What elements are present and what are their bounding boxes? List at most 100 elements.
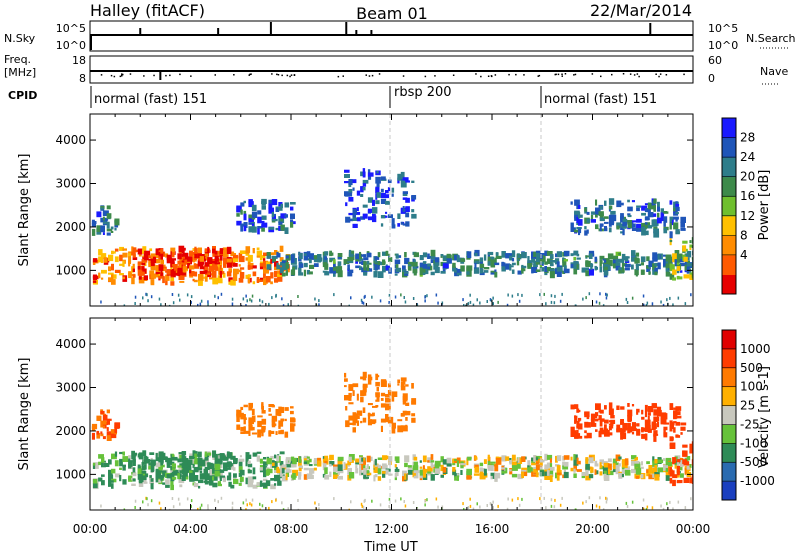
velocity-echo-cell <box>627 403 630 407</box>
velocity-echo-cell <box>594 460 598 466</box>
power-echo-cell <box>199 256 204 262</box>
power-echo-cell <box>574 229 580 233</box>
power-echo-cell <box>207 246 210 254</box>
power-clutter-cell <box>561 292 563 296</box>
power-echo-cell <box>193 263 199 269</box>
power-echo-cell <box>419 268 425 276</box>
velocity-echo-cell <box>412 465 419 472</box>
nave-dot <box>122 73 124 76</box>
power-echo-cell <box>585 260 589 266</box>
velocity-echo-cell <box>266 468 273 474</box>
velocity-echo-cell <box>430 460 435 463</box>
power-echo-cell <box>452 262 456 268</box>
power-echo-cell <box>259 263 264 267</box>
velocity-echo-cell <box>501 455 507 462</box>
x-tick-label: 00:00 <box>73 522 108 536</box>
velocity-echo-cell <box>362 376 367 381</box>
power-clutter-cell <box>550 300 553 304</box>
velocity-echo-cell <box>621 460 628 468</box>
power-echo-cell <box>261 227 265 232</box>
velocity-clutter-cell <box>585 500 587 504</box>
power-echo-cell <box>533 260 538 267</box>
power-echo-cell <box>150 256 153 259</box>
power-echo-cell <box>641 222 646 227</box>
velocity-echo-cell <box>361 472 365 475</box>
velocity-echo-cell <box>278 409 282 417</box>
velocity-clutter-cell <box>416 507 419 510</box>
velocity-echo-cell <box>644 411 648 418</box>
velocity-clutter-cell <box>550 498 553 502</box>
velocity-echo-cell <box>641 409 644 415</box>
power-clutter-cell <box>539 293 541 297</box>
velocity-echo-cell <box>595 413 598 419</box>
power-echo-cell <box>689 240 692 244</box>
velocity-echo-cell <box>285 473 288 481</box>
power-clutter-cell <box>416 303 419 306</box>
power-echo-cell <box>333 266 339 273</box>
velocity-echo-cell <box>344 378 348 382</box>
power-echo-cell <box>248 201 254 208</box>
power-echo-cell <box>604 227 608 232</box>
power-echo-cell <box>281 272 286 277</box>
power-echo-cell <box>494 262 500 266</box>
power-clutter-cell <box>672 303 674 306</box>
velocity-clutter-cell <box>245 498 247 502</box>
power-echo-cell <box>270 281 273 285</box>
power-echo-cell <box>337 270 343 278</box>
velocity-echo-cell <box>366 470 370 474</box>
power-echo-cell <box>574 210 580 215</box>
power-echo-cell <box>574 211 579 219</box>
power-echo-cell <box>182 264 186 268</box>
power-echo-cell <box>636 205 642 208</box>
power-echo-cell <box>641 229 646 236</box>
velocity-echo-cell <box>595 403 601 410</box>
velocity-echo-cell <box>92 479 98 484</box>
power-echo-cell <box>511 250 516 258</box>
velocity-echo-cell <box>675 415 682 419</box>
power-echo-cell <box>377 252 381 258</box>
power-echo-cell <box>653 226 658 231</box>
power-echo-cell <box>691 257 693 260</box>
velocity-echo-cell <box>187 466 192 473</box>
power-echo-cell <box>142 246 147 253</box>
velocity-echo-cell <box>608 432 613 436</box>
velocity-echo-cell <box>162 470 167 477</box>
velocity-echo-cell <box>380 392 386 397</box>
power-clutter-cell <box>275 294 277 298</box>
power-echo-cell <box>618 252 621 256</box>
nave-dot <box>290 74 293 76</box>
power-echo-cell <box>363 254 367 258</box>
power-echo-cell <box>238 264 241 267</box>
velocity-echo-cell <box>251 432 257 435</box>
velocity-clutter-cell <box>134 506 136 509</box>
power-echo-cell <box>194 252 201 259</box>
power-echo-cell <box>474 262 477 269</box>
power-echo-cell <box>578 231 581 236</box>
velocity-clutter-cell <box>261 504 264 508</box>
nave-dot <box>629 73 632 75</box>
power-clutter-cell <box>684 302 687 306</box>
velocity-echo-cell <box>245 452 250 455</box>
power-echo-cell <box>590 211 597 215</box>
power-echo-cell <box>263 258 266 261</box>
velocity-echo-cell <box>647 408 652 412</box>
power-echo-cell <box>691 245 693 248</box>
power-echo-cell <box>413 259 416 263</box>
velocity-echo-cell <box>170 454 173 460</box>
velocity-echo-cell <box>621 466 625 471</box>
velocity-echo-cell <box>501 467 507 470</box>
velocity-echo-cell <box>660 412 667 419</box>
velocity-echo-cell <box>527 460 531 467</box>
power-echo-cell <box>395 253 399 259</box>
power-echo-cell <box>248 222 254 225</box>
power-echo-cell <box>226 271 232 277</box>
power-echo-cell <box>148 258 154 262</box>
velocity-clutter-cell <box>479 505 481 509</box>
power-echo-cell <box>333 262 336 267</box>
velocity-echo-cell <box>624 463 628 468</box>
power-echo-cell <box>111 274 117 279</box>
velocity-echo-cell <box>413 461 418 468</box>
power-echo-cell <box>158 250 162 254</box>
power-echo-cell <box>102 218 109 221</box>
power-echo-cell <box>228 278 232 285</box>
